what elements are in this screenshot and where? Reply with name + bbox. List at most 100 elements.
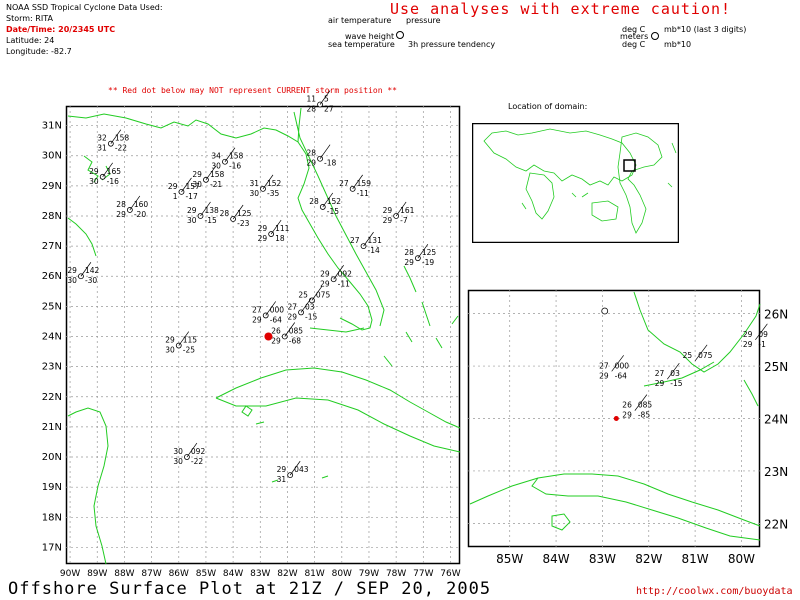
station-plot[interactable]: 29 138 30 -15 — [187, 201, 219, 225]
wind-barb-icon — [270, 219, 282, 235]
inset-station-plot[interactable]: 29 09 29 -1 — [743, 323, 768, 349]
station-plot[interactable]: 30 092 30 -22 — [173, 442, 205, 466]
wind-barb-icon — [181, 177, 192, 193]
station-circle-icon — [601, 307, 609, 315]
station-circle-icon — [260, 185, 266, 192]
station-plot[interactable]: 27 159-11 — [339, 174, 371, 198]
station-value: 152 — [327, 197, 342, 206]
station-plot[interactable]: 26 085 29 -68 — [271, 322, 303, 346]
wind-barb-icon — [205, 165, 217, 181]
wind-barb-icon — [129, 195, 141, 211]
station-value: 158 — [210, 170, 225, 179]
station-plot[interactable]: 28 125-23 — [220, 204, 252, 228]
lon-tick-label: 77W — [413, 569, 433, 579]
station-plot[interactable]: 27 000 29 -64 — [252, 301, 284, 324]
station-plot[interactable]: 29 142 30 -30 — [67, 262, 99, 285]
station-value: 29 — [258, 224, 268, 233]
inset-station-plot[interactable]: 25 075 — [683, 344, 713, 362]
station-value: -15 — [670, 379, 682, 388]
station-plot[interactable]: 27 131-14 — [350, 231, 382, 255]
wind-barb-icon — [110, 129, 122, 144]
station-value: -85 — [638, 411, 650, 420]
station-value: 29 — [383, 216, 393, 225]
station-plot[interactable]: 29 165 30 -16 — [89, 162, 122, 186]
station-circle-icon — [349, 185, 356, 192]
wind-barb-icon — [284, 322, 296, 337]
station-plot[interactable]: 28 125 29 -19 — [404, 243, 436, 267]
station-value: 27 — [350, 236, 360, 245]
station-plot[interactable]: 29 115 30 -25 — [165, 331, 197, 355]
texas-coast — [67, 217, 97, 257]
wind-barb-icon — [178, 331, 190, 346]
wind-barb-icon — [200, 201, 211, 217]
station-value: 34 — [211, 152, 221, 161]
station-value: -11 — [338, 279, 350, 288]
station-value: 158 — [229, 152, 244, 161]
station-value: 32 — [97, 134, 107, 143]
inset-station-plot[interactable]: 27 03 29 -15 — [655, 362, 683, 388]
station-value: 25 — [683, 351, 693, 360]
station-value: 157 — [185, 182, 200, 191]
wind-barb-icon — [755, 323, 768, 341]
datetime-label: Date/Time: 20/2345 UTC — [6, 25, 116, 34]
station-value: 092 — [338, 269, 353, 278]
station-value: 29 — [277, 465, 287, 474]
station-plot[interactable]: 29 111 29 18 — [258, 219, 290, 243]
locator-map — [472, 123, 679, 243]
station-value: 5 — [324, 94, 329, 103]
station-value: 29 — [165, 336, 175, 345]
lon-tick-label: 87W — [141, 569, 161, 579]
legend-pressure: pressure — [406, 16, 441, 25]
station-value: 28 — [309, 197, 319, 206]
inset-station-plot[interactable]: 27 000 29 -64 — [599, 355, 629, 380]
station-plot[interactable]: 27 03 29 -15 — [287, 298, 318, 321]
station-plot[interactable]: 29 092 29 -11 — [320, 265, 352, 288]
station-value: 29 — [599, 371, 609, 380]
domain-box — [623, 159, 636, 172]
station-plot[interactable]: 31 152 30 -35 — [249, 174, 282, 198]
station-value: -25 — [183, 346, 195, 355]
station-value: 29 — [320, 279, 330, 288]
station-value: 29 — [287, 312, 297, 321]
wind-barb-icon — [311, 286, 323, 301]
station-plot[interactable]: 28 152-15 — [309, 192, 342, 216]
station-value: -68 — [289, 337, 301, 346]
lon-tick-label: 84W — [223, 569, 243, 579]
station-value: 28 — [307, 104, 317, 113]
station-plot[interactable]: 11 5 28 27 — [307, 90, 334, 113]
source-url-link[interactable]: http://coolwx.com/buoydata — [636, 586, 793, 597]
station-value: 29 — [67, 266, 77, 275]
station-value: 152 — [267, 179, 282, 188]
station-value: 000 — [615, 361, 630, 370]
station-value: 31 — [249, 179, 259, 188]
main-map-axis-labels: 31N 30N 29N 28N 27N 26N 25N 24N 23N 22N 21N 20N 19N 1… — [42, 121, 461, 579]
station-plot[interactable]: 29 157 1 -17 — [168, 177, 200, 201]
station-plot[interactable]: 34 158 30 -16 — [211, 147, 244, 171]
station-value: 29 — [192, 170, 202, 179]
locator-frame — [472, 123, 679, 243]
station-value: 26 — [622, 401, 632, 410]
lat-tick-label: 19N — [42, 482, 62, 493]
station-plot[interactable]: 29 043 31 — [277, 460, 309, 484]
isle-of-youth — [241, 405, 253, 417]
station-value: 165 — [107, 167, 122, 176]
locator-title: Location of domain: — [508, 102, 588, 111]
lat-tick-label: 18N — [42, 512, 62, 523]
station-circle-icon — [281, 333, 288, 340]
wind-barb-icon — [289, 460, 301, 476]
station-plot[interactable]: 28 160 29 -20 — [116, 195, 148, 219]
legend-meters: meters — [620, 32, 649, 41]
inset-lon-tick-label: 85W — [496, 552, 523, 566]
inset-station-plot[interactable]: 26 085 29 -85 — [622, 394, 652, 420]
inset-coastlines — [469, 291, 761, 541]
cayman-islands — [255, 421, 329, 483]
station-value: 30 — [173, 447, 183, 456]
wind-barb-icon — [232, 204, 244, 220]
station-plot[interactable]: 32 158 31 -22 — [97, 129, 129, 153]
station-plot[interactable]: 29 161 29 -7 — [383, 201, 415, 225]
